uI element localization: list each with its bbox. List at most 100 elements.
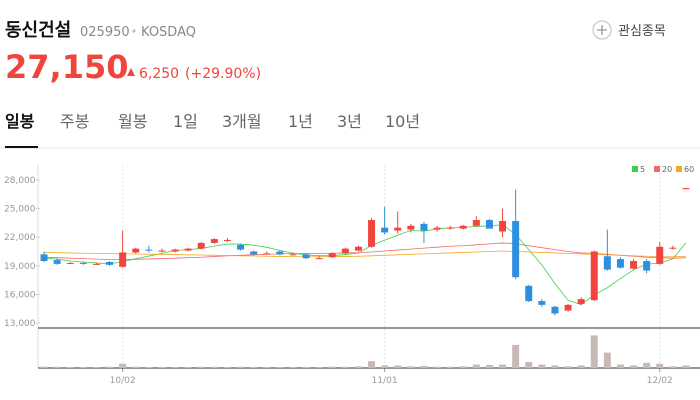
- candle-body: [106, 261, 114, 265]
- y-tick-label: 16,000: [4, 290, 36, 300]
- candle-body: [132, 248, 140, 253]
- y-tick-label: 13,000: [4, 319, 36, 329]
- change: 6,250: [139, 66, 179, 82]
- candle-body: [446, 227, 454, 229]
- volume-bar: [538, 364, 546, 368]
- y-tick-label: 22,000: [4, 233, 36, 243]
- candle-body: [459, 225, 467, 229]
- legend-swatch: [654, 166, 660, 172]
- candle-body: [276, 251, 284, 255]
- volume-bar: [512, 344, 520, 368]
- volume-bar: [433, 366, 441, 368]
- candle-body: [289, 254, 297, 256]
- up-arrow: [127, 68, 135, 76]
- watch-label[interactable]: 관심종목: [618, 24, 666, 39]
- price: 27,150: [5, 48, 128, 86]
- volume-bar: [669, 366, 677, 368]
- volume-bar: [630, 365, 638, 368]
- candle-body: [263, 253, 271, 255]
- candle-body: [210, 239, 218, 243]
- volume-bar: [40, 366, 48, 368]
- legend-label: 20: [662, 165, 672, 174]
- candle-body: [66, 262, 74, 264]
- x-tick-label: 12/02: [647, 376, 673, 386]
- candle-body: [394, 227, 402, 231]
- tab[interactable]: 3개월: [222, 112, 262, 131]
- volume-bar: [263, 366, 271, 368]
- tab[interactable]: 주봉: [60, 112, 89, 131]
- candle-body: [119, 252, 127, 267]
- legend-swatch: [632, 166, 638, 172]
- separator-dot: [132, 29, 136, 33]
- volume-bar: [145, 366, 153, 368]
- volume-bar: [328, 366, 336, 368]
- volume-bar: [250, 366, 258, 368]
- candle-body: [525, 285, 533, 302]
- watch-button[interactable]: 관심종목: [592, 20, 666, 40]
- candle-body: [603, 256, 611, 270]
- candle-body: [630, 261, 638, 269]
- volume-bar: [459, 366, 467, 368]
- volume-bar: [276, 366, 284, 368]
- candle-body: [564, 304, 572, 311]
- candle-body: [158, 250, 166, 252]
- legend-label: 5: [640, 165, 645, 174]
- volume-bar: [223, 366, 231, 368]
- y-tick-label: 28,000: [4, 176, 36, 186]
- volume-bar: [446, 366, 454, 368]
- candle-body: [682, 188, 690, 190]
- volume-bar: [407, 366, 415, 368]
- candle-body: [341, 248, 349, 254]
- candle-body: [472, 220, 480, 226]
- tab[interactable]: 3년: [337, 112, 362, 131]
- volume-bar: [485, 365, 493, 368]
- plus-circle: [592, 20, 612, 40]
- stock-name: 동신건설: [5, 20, 71, 41]
- candle-body: [302, 254, 310, 259]
- y-tick-label: 19,000: [4, 262, 36, 272]
- volume-bar: [237, 366, 245, 368]
- candle-body: [420, 223, 428, 231]
- volume-bar: [119, 363, 127, 368]
- tab-bar: 일봉 주봉 월봉 1일 3개월 1년 3년 10년: [5, 112, 420, 148]
- ma-line: [44, 224, 687, 306]
- tab[interactable]: 월봉: [118, 112, 147, 131]
- volume-bar: [603, 352, 611, 368]
- volume-bar: [682, 365, 690, 368]
- candle-body: [171, 249, 179, 252]
- volume-bar: [106, 366, 114, 368]
- x-tick-label: 10/02: [110, 376, 136, 386]
- volume-bar: [302, 366, 310, 368]
- volume-bar: [184, 366, 192, 368]
- candle-body: [590, 251, 598, 301]
- candle-body: [368, 220, 376, 247]
- y-tick-label: 25,000: [4, 205, 36, 215]
- candle-body: [577, 299, 585, 304]
- candle-body: [485, 220, 493, 229]
- tab[interactable]: 1일: [173, 112, 198, 131]
- market: KOSDAQ: [141, 25, 196, 40]
- candle-body: [145, 249, 153, 251]
- volume-bar: [289, 366, 297, 368]
- volume-bar: [158, 366, 166, 368]
- plus-icon: [597, 25, 607, 35]
- volume-bar: [368, 361, 376, 368]
- ma-line: [44, 250, 686, 258]
- tab[interactable]: 1년: [288, 112, 313, 131]
- volume-bar: [66, 366, 74, 368]
- volume-bar: [354, 366, 362, 368]
- volume-bar: [472, 364, 480, 368]
- candle-body: [381, 227, 389, 233]
- volume-bar: [564, 366, 572, 368]
- tab[interactable]: 일봉: [5, 112, 35, 131]
- volume-bar: [420, 365, 428, 368]
- tab[interactable]: 10년: [385, 112, 420, 131]
- candle-body: [92, 263, 100, 265]
- candle-body: [538, 301, 546, 305]
- volume-bar: [590, 335, 598, 368]
- candle-body: [512, 220, 520, 278]
- candle-body: [53, 260, 61, 264]
- legend-swatch: [676, 166, 682, 172]
- candle-body: [656, 246, 664, 264]
- x-tick-label: 11/01: [372, 376, 398, 386]
